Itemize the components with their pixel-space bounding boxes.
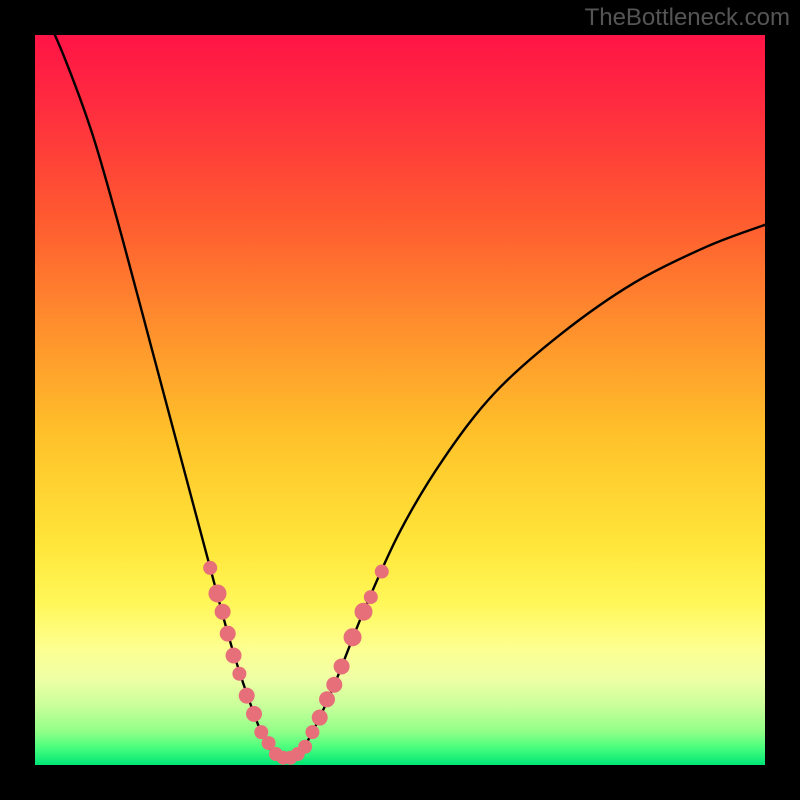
watermark-text: TheBottleneck.com bbox=[585, 4, 790, 32]
data-dot bbox=[209, 584, 227, 602]
plot-background bbox=[35, 35, 765, 765]
data-dot bbox=[364, 590, 378, 604]
data-dot bbox=[246, 706, 262, 722]
data-dot bbox=[334, 658, 350, 674]
data-dot bbox=[232, 667, 246, 681]
data-dot bbox=[226, 648, 242, 664]
data-dot bbox=[220, 626, 236, 642]
data-dot bbox=[344, 628, 362, 646]
chart-svg bbox=[0, 0, 800, 800]
data-dot bbox=[312, 710, 328, 726]
data-dot bbox=[355, 603, 373, 621]
data-dot bbox=[375, 565, 389, 579]
data-dot bbox=[319, 691, 335, 707]
chart-stage: TheBottleneck.com bbox=[0, 0, 800, 800]
data-dot bbox=[239, 688, 255, 704]
data-dot bbox=[326, 677, 342, 693]
data-dot bbox=[215, 604, 231, 620]
data-dot bbox=[203, 561, 217, 575]
data-dot bbox=[298, 740, 312, 754]
data-dot bbox=[305, 725, 319, 739]
